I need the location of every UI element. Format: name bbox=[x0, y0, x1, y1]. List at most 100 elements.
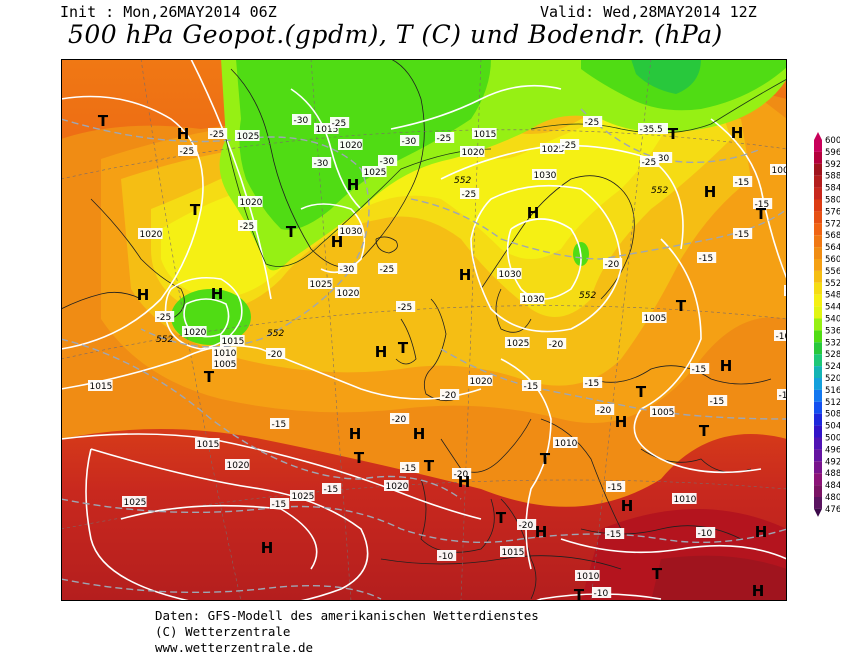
field-536-ne bbox=[631, 59, 701, 94]
high-pressure-center: H bbox=[347, 176, 360, 194]
map-frame bbox=[61, 59, 787, 601]
high-pressure-center: H bbox=[349, 425, 362, 443]
legend-level: 584 bbox=[825, 184, 840, 194]
legend-swatch bbox=[814, 425, 822, 438]
temperature-label: -15 bbox=[733, 228, 753, 240]
temperature-label: -30 bbox=[653, 152, 673, 164]
footer-copyright: (C) Wetterzentrale bbox=[155, 624, 291, 639]
pressure-label: 1020 bbox=[225, 459, 250, 471]
legend-swatch bbox=[814, 413, 822, 426]
temperature-label: -15 bbox=[753, 198, 773, 210]
legend-swatch bbox=[814, 163, 822, 176]
pressure-label-text: 1025 bbox=[237, 132, 260, 142]
temperature-label: -35.5 bbox=[638, 123, 668, 135]
legend-swatch bbox=[814, 140, 822, 152]
temperature-label-text: -15 bbox=[699, 254, 714, 264]
high-pressure-center: H bbox=[261, 539, 274, 557]
footer-data-source: Daten: GFS-Modell des amerikanischen Wet… bbox=[155, 608, 539, 623]
temperature-label: -10 bbox=[696, 527, 716, 539]
temperature-label-text: -10 bbox=[439, 552, 454, 562]
legend-swatch bbox=[814, 151, 822, 164]
pressure-label-text: 1025 bbox=[310, 280, 333, 290]
temperature-label-text: -15 bbox=[402, 464, 417, 474]
legend-swatch bbox=[814, 318, 822, 331]
low-pressure-center: T bbox=[398, 339, 409, 357]
temperature-label-text: -20 bbox=[268, 350, 283, 360]
temperature-label-text: -25 bbox=[437, 134, 452, 144]
legend-swatch bbox=[814, 354, 822, 367]
legend-swatch bbox=[814, 175, 822, 188]
legend-level: 504 bbox=[825, 422, 840, 432]
legend-level: 540 bbox=[825, 315, 840, 325]
legend-level: 524 bbox=[825, 362, 840, 372]
temperature-label-text: -25 bbox=[332, 119, 347, 129]
pressure-label-text: 1025 bbox=[292, 492, 315, 502]
temperature-label: -10 bbox=[777, 389, 787, 401]
pressure-label: 1020 bbox=[335, 287, 360, 299]
pressure-label: 1025 bbox=[122, 496, 147, 508]
legend-swatch bbox=[814, 282, 822, 295]
temperature-label: -20 bbox=[603, 258, 623, 270]
legend-top-arrow bbox=[814, 132, 822, 140]
pressure-label: 1030 bbox=[497, 268, 522, 280]
temperature-label-text: -15 bbox=[692, 365, 707, 375]
legend-level: 552 bbox=[825, 279, 840, 289]
chart-title: 500 hPa Geopot.(gpdm), T (C) und Bodendr… bbox=[68, 20, 723, 49]
temperature-label: -20 bbox=[517, 519, 537, 531]
pressure-label-text: 1010 bbox=[214, 349, 237, 359]
pressure-label-text: 1025 bbox=[542, 145, 565, 155]
high-pressure-center: H bbox=[413, 425, 426, 443]
low-pressure-center: T bbox=[190, 201, 201, 219]
pressure-label-text: 1020 bbox=[340, 141, 363, 151]
temperature-label-text: -10 bbox=[779, 391, 788, 401]
high-pressure-center: H bbox=[375, 343, 388, 361]
pressure-label: 1025 bbox=[540, 143, 565, 155]
legend-level: 548 bbox=[825, 291, 840, 301]
temperature-label-text: -15 bbox=[524, 382, 539, 392]
legend-swatch bbox=[814, 211, 822, 224]
legend-level: 488 bbox=[825, 469, 840, 479]
high-pressure-center: H bbox=[331, 233, 344, 251]
low-pressure-center: T bbox=[424, 457, 435, 475]
legend-swatch bbox=[814, 294, 822, 307]
pressure-label-text: 1010 bbox=[674, 495, 697, 505]
legend-level: 572 bbox=[825, 219, 840, 229]
temperature-label-text: -15 bbox=[735, 230, 750, 240]
low-pressure-center: T bbox=[354, 449, 365, 467]
low-pressure-center: T bbox=[574, 586, 585, 601]
temperature-label: -15 bbox=[697, 252, 717, 264]
temperature-label: -10 bbox=[774, 330, 787, 342]
pressure-label: 1030 bbox=[532, 169, 557, 181]
temperature-label: -10 bbox=[592, 587, 612, 599]
temperature-label-text: -20 bbox=[519, 521, 534, 531]
weather-map: 1025101510201025102010301020102510201020… bbox=[61, 59, 787, 601]
pressure-label: 1015 bbox=[500, 546, 525, 558]
temperature-label-text: -30 bbox=[314, 159, 329, 169]
pressure-label-text: 1020 bbox=[140, 230, 163, 240]
high-pressure-center: H bbox=[459, 266, 472, 284]
geopot-label-layer: 552 552 552 552 552 bbox=[156, 176, 668, 345]
pressure-label: 1020 bbox=[338, 139, 363, 151]
pressure-label-text: 1020 bbox=[470, 377, 493, 387]
legend-swatch bbox=[814, 223, 822, 236]
temperature-label: -15 bbox=[322, 483, 342, 495]
pressure-label-text: 1025 bbox=[364, 168, 387, 178]
legend-level: 596 bbox=[825, 148, 840, 158]
temperature-label: -25 bbox=[460, 188, 480, 200]
pressure-label: 1015 bbox=[88, 380, 113, 392]
pressure-center-layer: HHHHHHHHHHHHHHHHHHHHTTTTTTTTTTTTTTTTT bbox=[98, 112, 767, 601]
pressure-label-text: 1015 bbox=[502, 548, 525, 558]
legend-level: 512 bbox=[825, 398, 840, 408]
legend-level: 528 bbox=[825, 350, 840, 360]
legend-level: 520 bbox=[825, 374, 840, 384]
pressure-label-text: 1030 bbox=[340, 227, 363, 237]
temperature-label: -20 bbox=[266, 348, 286, 360]
legend-level: 580 bbox=[825, 196, 840, 206]
geopot-label: 552 bbox=[267, 329, 284, 339]
legend-level: 480 bbox=[825, 493, 840, 503]
high-pressure-center: H bbox=[720, 357, 733, 375]
temperature-label-text: -15 bbox=[608, 483, 623, 493]
temperature-label: -30 bbox=[312, 157, 332, 169]
geopot-label: 552 bbox=[454, 176, 471, 186]
init-time: Init : Mon,26MAY2014 06Z bbox=[60, 3, 277, 21]
